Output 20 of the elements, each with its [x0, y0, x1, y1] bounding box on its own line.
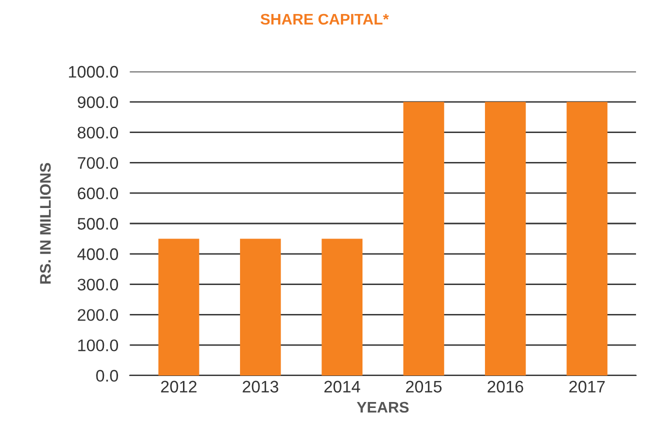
- y-tick-label: 600.0: [78, 188, 118, 200]
- x-tick-label: 2016: [488, 380, 524, 393]
- chart-title: SHARE CAPITAL*: [260, 14, 389, 25]
- y-tick-label: 900.0: [78, 96, 118, 108]
- y-tick-label: 100.0: [78, 339, 118, 352]
- x-tick-label: 2017: [569, 380, 605, 393]
- y-axis-title: RS. IN MILLIONS: [40, 162, 51, 284]
- y-tick-label: 800.0: [78, 126, 118, 139]
- y-tick-label: 700.0: [78, 157, 118, 169]
- x-tick-label: 2013: [242, 380, 278, 393]
- y-tick-label: 1000.0: [68, 66, 118, 78]
- x-axis-title: YEARS: [356, 402, 409, 413]
- y-tick-label: 300.0: [78, 278, 118, 290]
- y-tick-label: 400.0: [77, 248, 118, 260]
- y-tick-label: 0.0: [96, 370, 118, 382]
- y-tick-label: 500.0: [78, 218, 118, 230]
- y-tick-label: 200.0: [78, 309, 118, 321]
- x-tick-label: 2015: [406, 380, 442, 393]
- x-tick-label: 2012: [161, 380, 196, 393]
- x-tick-label: 2014: [324, 380, 360, 393]
